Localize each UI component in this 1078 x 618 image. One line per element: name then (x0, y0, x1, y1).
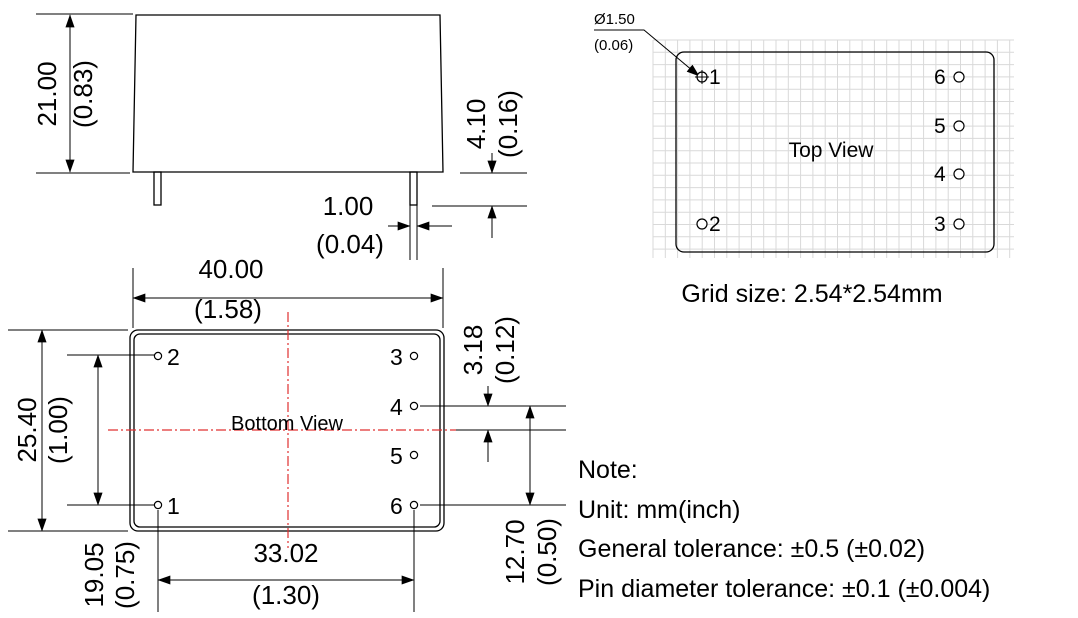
pin-hole (953, 218, 965, 230)
grid-size-caption: Grid size: 2.54*2.54mm (681, 280, 942, 308)
height-inch-label: (0.83) (68, 60, 98, 128)
pin-span-h-inch-label: (1.30) (252, 580, 320, 610)
pin-span-v-mm-label: 19.05 (79, 542, 109, 607)
note-line: Pin diameter tolerance: ±0.1 (±0.004) (578, 575, 990, 603)
pin-hole (953, 168, 965, 180)
pin-hole (953, 71, 965, 83)
pin-label: 3 (390, 344, 403, 370)
pin-hole (409, 450, 419, 460)
height-mm-label: 21.00 (32, 61, 62, 126)
top-view: Ø1.50 (0.06) 1 6 5 4 2 3 Top View Grid s… (594, 11, 1014, 308)
side-pin-left (153, 171, 162, 206)
pin-pitch-mm-label: 3.18 (458, 325, 488, 376)
pin-label: 1 (167, 493, 180, 519)
bottom-height-mm-label: 25.40 (12, 397, 42, 462)
pin-hole (409, 351, 419, 361)
pin-pitch-inch-label: (0.12) (490, 316, 520, 384)
bottom-height-inch-label: (1.00) (43, 396, 73, 464)
pin-length-inch-label: (0.16) (493, 90, 523, 158)
module-body-outline (132, 14, 444, 173)
side-view: 21.00 (0.83) 4.10 (0.16) 1.00 (0.04) (32, 13, 527, 260)
pin-width-inch-label: (0.04) (316, 229, 384, 259)
top-view-title: Top View (789, 139, 875, 162)
pin-offset-mm-label: 12.70 (500, 519, 530, 584)
bottom-view: 40.00 (1.58) Bottom View 2 3 4 5 1 6 25.… (8, 254, 566, 612)
bottom-view-title: Bottom View (231, 413, 343, 435)
pin-label: 6 (934, 66, 946, 89)
hole-diameter-inch-label: (0.06) (594, 37, 633, 54)
pin-span-v-inch-label: (0.75) (110, 541, 140, 609)
pin-span-h-mm-label: 33.02 (253, 538, 318, 568)
pin-label: 5 (934, 115, 946, 138)
hole-leader-line (594, 29, 700, 77)
width-mm-label: 40.00 (198, 254, 263, 284)
pin-hole (153, 500, 163, 510)
note-line: General tolerance: ±0.5 (±0.02) (578, 535, 925, 563)
pin-length-mm-label: 4.10 (461, 99, 491, 150)
width-inch-label: (1.58) (194, 294, 262, 324)
side-pin-right (409, 171, 418, 206)
pin-label: 3 (934, 213, 946, 236)
pin-label: 2 (167, 344, 180, 370)
pin-offset-inch-label: (0.50) (532, 518, 562, 586)
pin-hole (409, 500, 419, 510)
top-body-outline (675, 51, 995, 253)
hole-diameter-mm-label: Ø1.50 (594, 11, 635, 28)
pin-hole (696, 218, 708, 230)
pin-hole (953, 120, 965, 132)
pin-label: 2 (709, 213, 721, 236)
pin-label: 6 (390, 493, 403, 519)
notes: Note: Unit: mm(inch) General tolerance: … (578, 456, 990, 603)
pin-label: 5 (390, 443, 403, 469)
pin-width-mm-label: 1.00 (323, 191, 374, 221)
pin-hole (153, 351, 163, 361)
pin-label: 4 (390, 394, 403, 420)
pin-label: 4 (934, 163, 946, 186)
pin-hole (409, 401, 419, 411)
note-line: Unit: mm(inch) (578, 496, 741, 524)
notes-heading: Note: (578, 456, 638, 484)
pin-label: 1 (709, 66, 721, 89)
